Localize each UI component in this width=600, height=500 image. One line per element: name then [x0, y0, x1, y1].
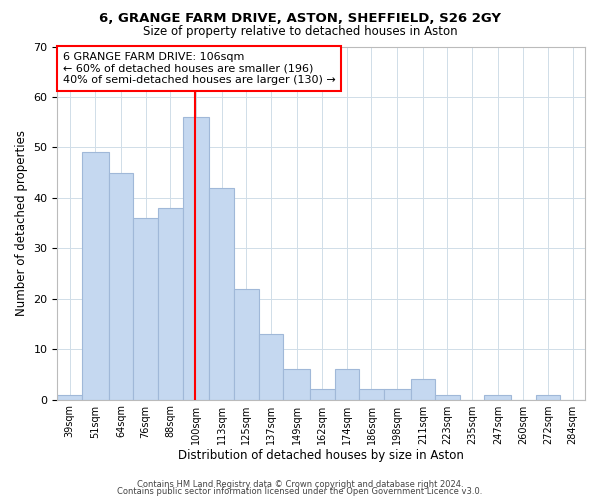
Bar [410, 380, 435, 400]
Text: 6, GRANGE FARM DRIVE, ASTON, SHEFFIELD, S26 2GY: 6, GRANGE FARM DRIVE, ASTON, SHEFFIELD, … [99, 12, 501, 26]
Text: Size of property relative to detached houses in Aston: Size of property relative to detached ho… [143, 25, 457, 38]
Bar [158, 208, 182, 400]
Y-axis label: Number of detached properties: Number of detached properties [15, 130, 28, 316]
Bar [58, 394, 82, 400]
Bar [133, 218, 158, 400]
Bar [310, 390, 335, 400]
Text: Contains public sector information licensed under the Open Government Licence v3: Contains public sector information licen… [118, 487, 482, 496]
Bar [182, 117, 209, 400]
Bar [109, 172, 133, 400]
Bar [536, 394, 560, 400]
Text: 6 GRANGE FARM DRIVE: 106sqm
← 60% of detached houses are smaller (196)
40% of se: 6 GRANGE FARM DRIVE: 106sqm ← 60% of det… [62, 52, 335, 85]
Bar [335, 370, 359, 400]
Bar [209, 188, 234, 400]
Bar [359, 390, 384, 400]
Bar [234, 288, 259, 400]
Bar [384, 390, 410, 400]
Bar [435, 394, 460, 400]
X-axis label: Distribution of detached houses by size in Aston: Distribution of detached houses by size … [178, 450, 464, 462]
Text: Contains HM Land Registry data © Crown copyright and database right 2024.: Contains HM Land Registry data © Crown c… [137, 480, 463, 489]
Bar [82, 152, 109, 400]
Bar [484, 394, 511, 400]
Bar [283, 370, 310, 400]
Bar [259, 334, 283, 400]
